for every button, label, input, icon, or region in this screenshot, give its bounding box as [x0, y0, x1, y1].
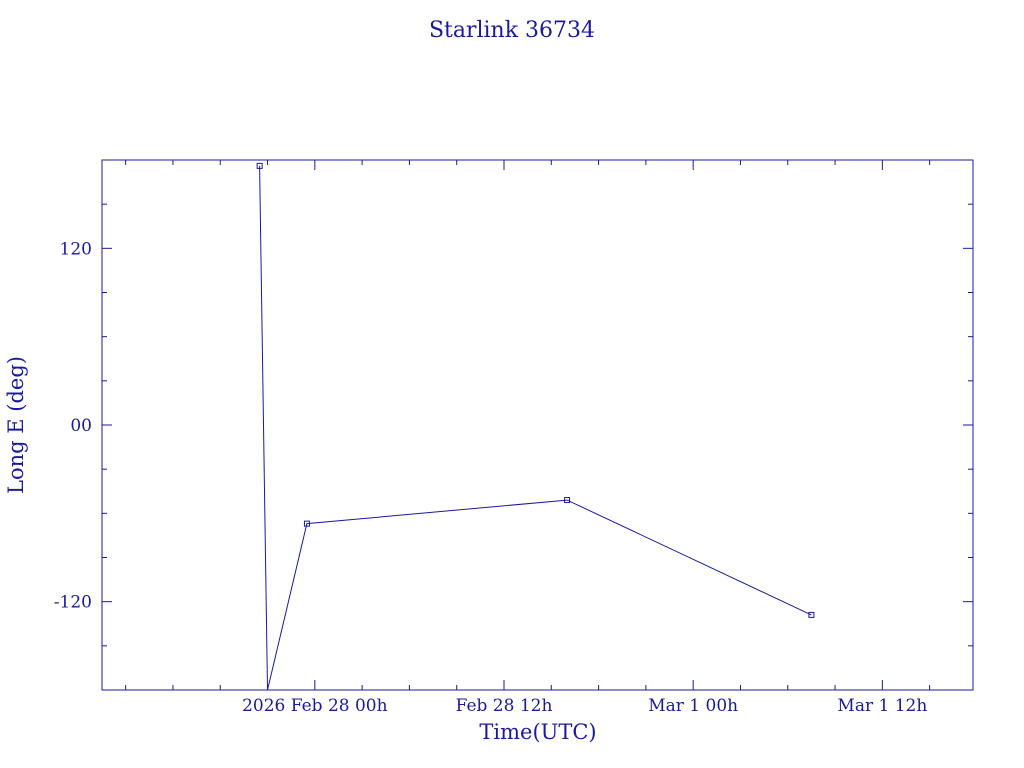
series-lines	[259, 165, 812, 691]
series-line-segment	[267, 499, 812, 691]
y-tick-labels: 120 00 -120	[54, 239, 92, 612]
series-line-segment	[259, 165, 268, 691]
x-tick-label: Mar 1 12h	[837, 696, 927, 716]
x-tick-label: 2026 Feb 28 00h	[242, 696, 388, 716]
y-tick-label: -120	[54, 593, 92, 613]
data-point	[808, 611, 815, 618]
axis-ticks	[102, 160, 973, 690]
x-tick-label: Mar 1 00h	[648, 696, 738, 716]
data-point	[564, 497, 571, 504]
x-tick-labels: 2026 Feb 28 00h Feb 28 12h Mar 1 00h Mar 1 …	[242, 696, 927, 716]
y-tick-label: 120	[60, 239, 92, 259]
plot-frame	[101, 159, 974, 691]
y-tick-label: 00	[70, 416, 92, 436]
chart-title: Starlink 36734	[429, 18, 595, 43]
data-point	[303, 520, 310, 527]
x-tick-label: Feb 28 12h	[456, 696, 553, 716]
data-point	[256, 162, 263, 169]
x-axis-label: Time(UTC)	[479, 720, 596, 744]
series-markers	[256, 162, 815, 618]
y-axis-label: Long E (deg)	[4, 356, 28, 494]
